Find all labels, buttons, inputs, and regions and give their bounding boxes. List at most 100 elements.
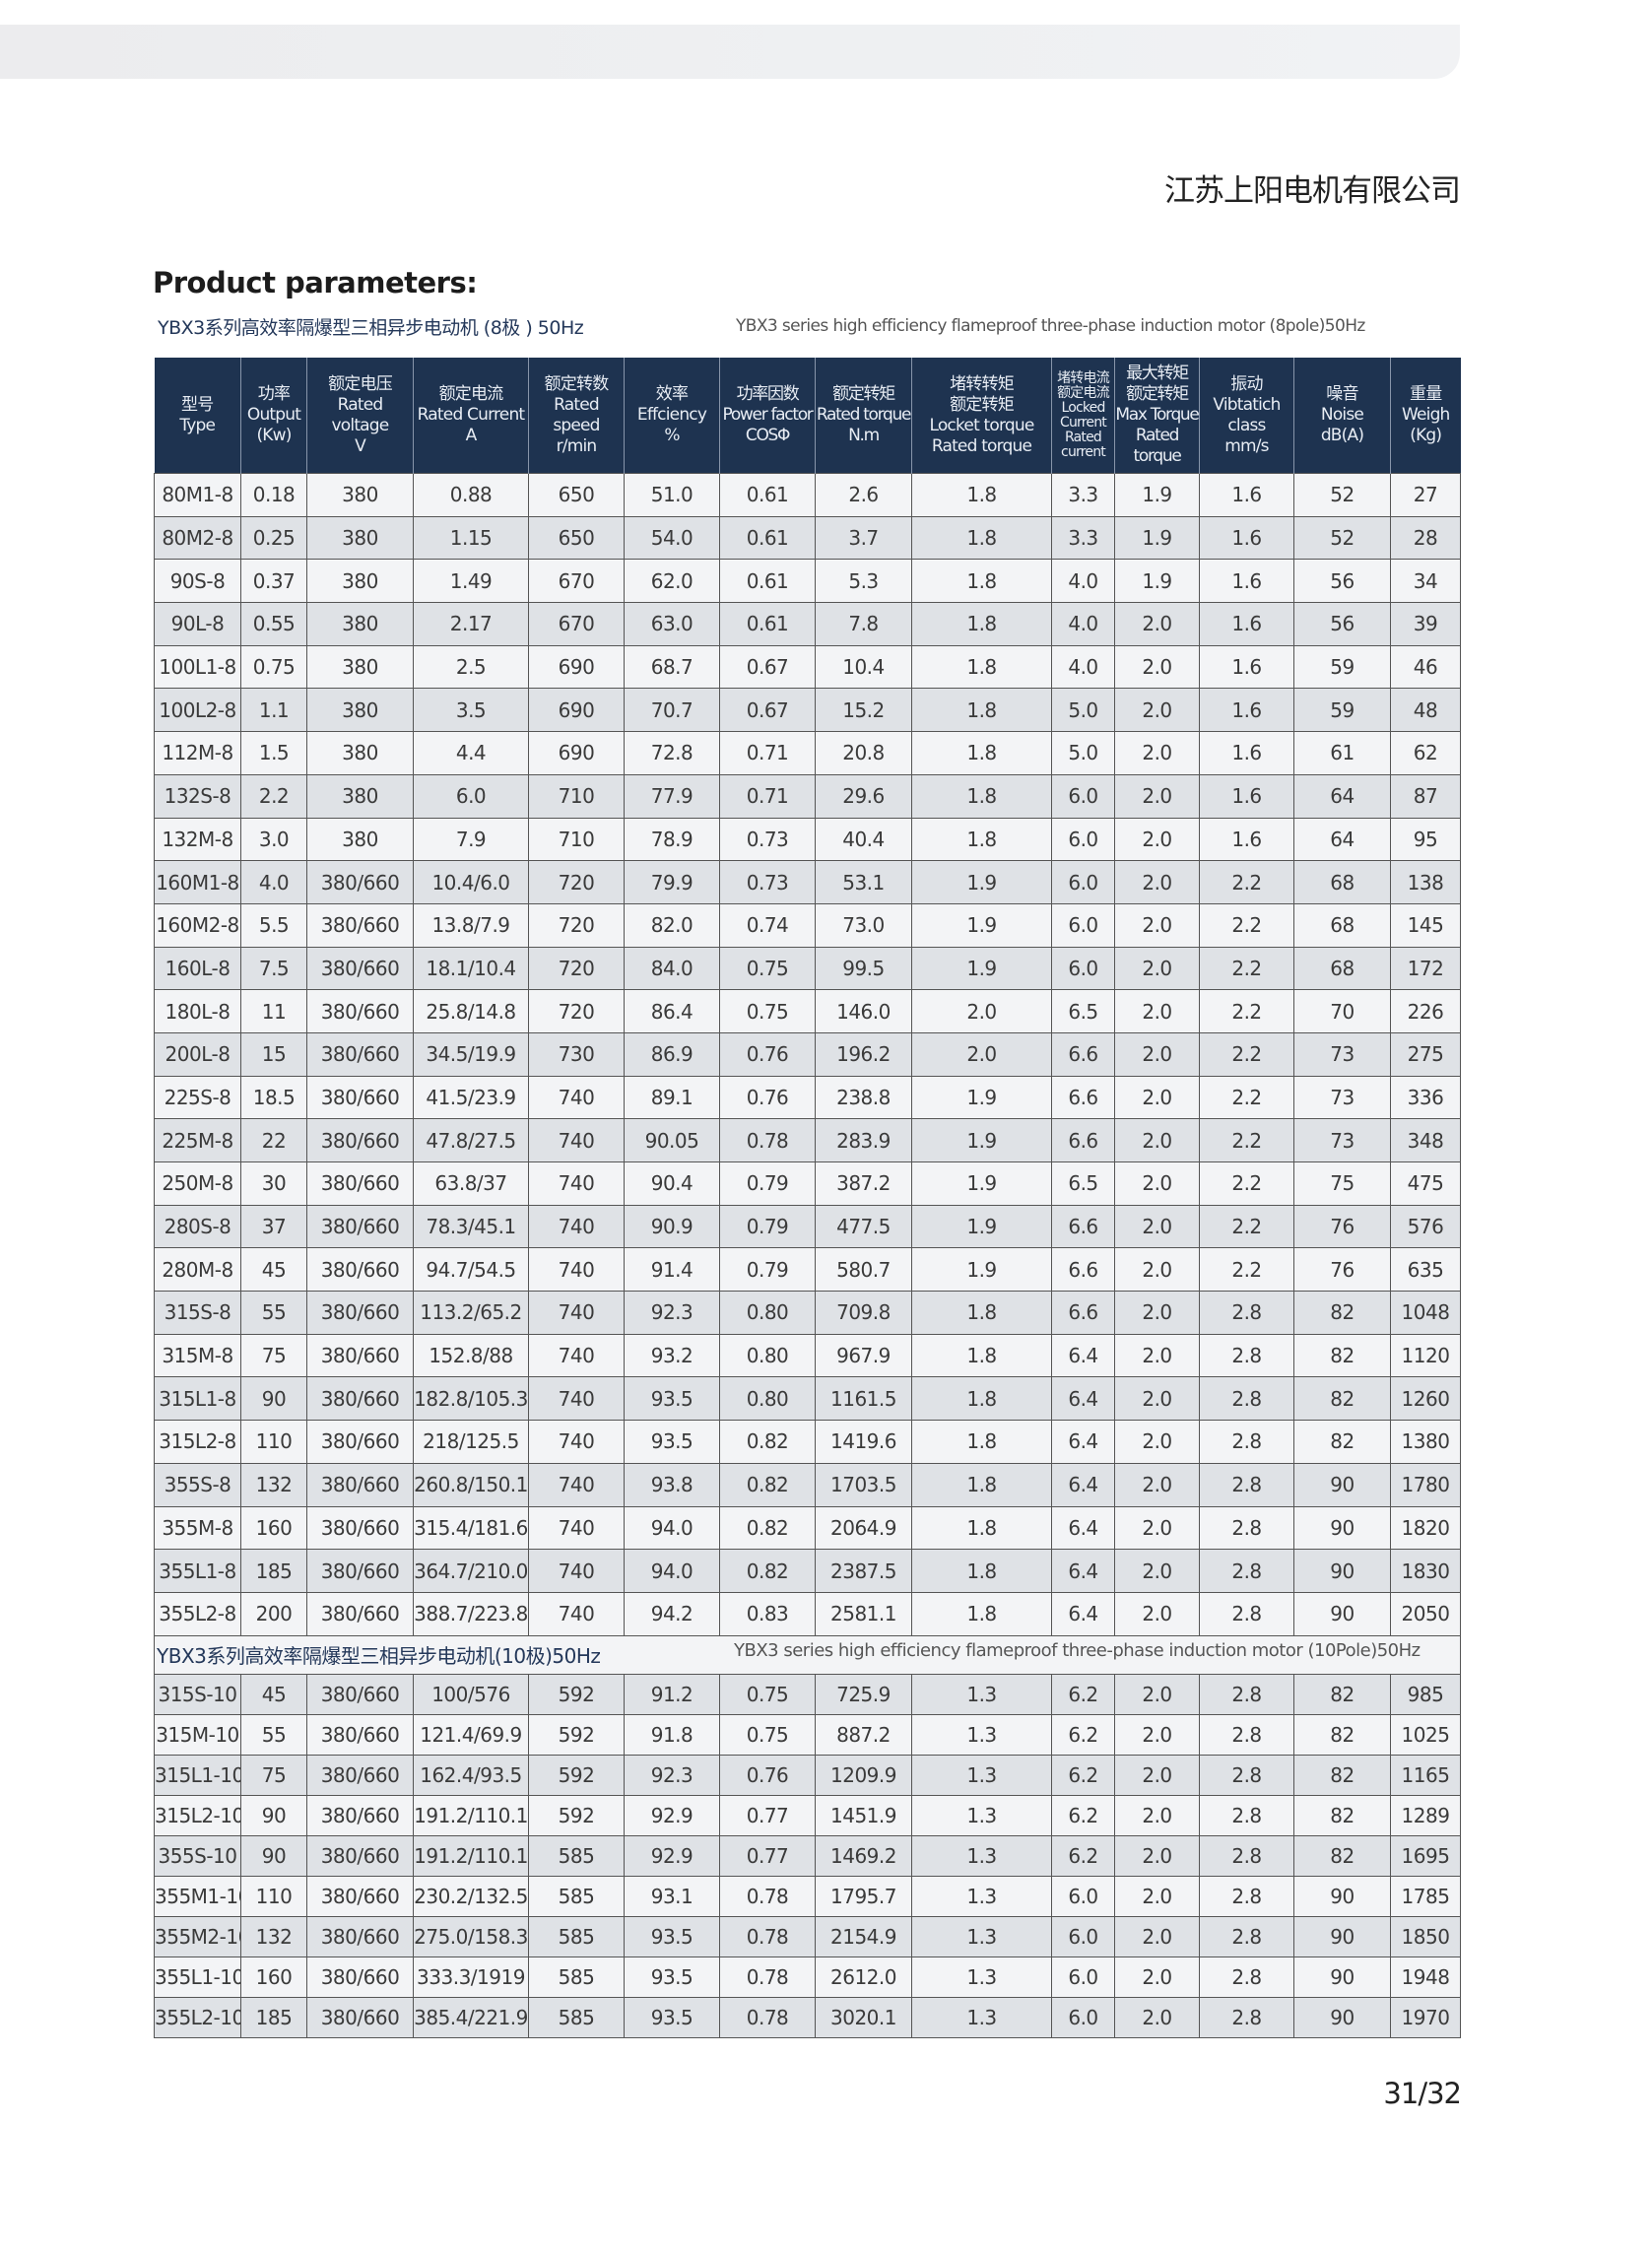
table-cell: 4.0	[240, 860, 307, 904]
table-cell: 2.8	[1199, 1291, 1294, 1335]
table-cell: 1795.7	[815, 1875, 912, 1917]
table-cell: 0.82	[719, 1420, 816, 1464]
table-cell: 94.0	[624, 1505, 720, 1551]
table-cell: 1970	[1390, 1996, 1461, 2038]
column-header-line: Locket torque	[929, 415, 1034, 435]
model-type-cell: 280S-8	[154, 1204, 241, 1249]
table-cell: 1.49	[413, 559, 529, 604]
column-header-line: Rated	[1065, 429, 1102, 445]
table-cell: 90	[1293, 1875, 1391, 1917]
table-cell: 7.8	[815, 602, 912, 646]
table-cell: 1.3	[911, 1834, 1052, 1877]
column-header-line: Effciency	[636, 405, 707, 425]
table-cell: 690	[528, 644, 625, 690]
table-cell: 82	[1293, 1834, 1391, 1877]
table-cell: 77.9	[624, 773, 720, 819]
table-cell: 2.0	[1114, 688, 1200, 733]
table-cell: 1820	[1390, 1505, 1461, 1551]
table-cell: 63.0	[624, 602, 720, 646]
table-cell: 710	[528, 773, 625, 819]
table-cell: 61	[1293, 731, 1391, 775]
table-cell: 2.2	[1199, 989, 1294, 1033]
table-cell: 91.2	[624, 1673, 720, 1715]
table-cell: 1850	[1390, 1915, 1461, 1957]
table-cell: 0.80	[719, 1333, 816, 1378]
table-row: 200L-8 15 380/660 34.5/19.9 730 86.9 0.76 196.2…	[154, 1031, 1461, 1077]
table-cell: 1.8	[911, 1376, 1052, 1422]
table-row: 315M-8 75 380/660 152.8/88 740 93.2 0.80 967.9 1…	[154, 1333, 1461, 1378]
table-cell: 1.8	[911, 688, 1052, 733]
table-cell: 172	[1390, 946, 1461, 991]
table-cell: 385.4/221.9	[413, 1996, 529, 2038]
column-header: 堵转电流 额定电流 Locked Current Rated current	[1051, 358, 1115, 474]
table-cell: 380/660	[306, 1956, 414, 1998]
model-type-cell: 280M-8	[154, 1247, 241, 1293]
table-cell: 82	[1293, 1291, 1391, 1335]
table-cell: 1.6	[1199, 515, 1294, 561]
table-cell: 2.8	[1199, 1754, 1294, 1796]
column-header-line: 额定电流	[438, 384, 504, 404]
table-cell: 380	[306, 817, 414, 862]
table-row: 90S-8 0.37 380 1.49 670 62.0 0.61 5.3 1.8 4.0 1.9 1…	[154, 559, 1461, 604]
table-cell: 70.7	[624, 688, 720, 733]
table-cell: 1.3	[911, 1794, 1052, 1836]
table-cell: 650	[528, 515, 625, 561]
table-cell: 6.6	[1051, 1118, 1115, 1162]
table-cell: 63.8/37	[413, 1161, 529, 1206]
table-cell: 0.75	[719, 1673, 816, 1715]
model-type-cell: 355S-8	[154, 1462, 241, 1507]
table-cell: 1.3	[911, 1915, 1052, 1957]
column-header-line: r/min	[556, 435, 598, 456]
table-cell: 90.05	[624, 1118, 720, 1162]
table-cell: 18.1/10.4	[413, 946, 529, 991]
table-cell: 380/660	[306, 1794, 414, 1836]
table-cell: 0.78	[719, 1956, 816, 1998]
table-cell: 2.2	[1199, 1075, 1294, 1120]
table-cell: 2064.9	[815, 1505, 912, 1551]
table-cell: 1.9	[911, 860, 1052, 904]
table-cell: 740	[528, 1118, 625, 1162]
table-cell: 82	[1293, 1713, 1391, 1756]
model-type-cell: 160M1-8	[154, 860, 241, 904]
model-type-cell: 160L-8	[154, 946, 241, 991]
table-cell: 92.9	[624, 1834, 720, 1877]
table-cell: 0.75	[719, 1713, 816, 1756]
table-cell: 100/576	[413, 1673, 529, 1715]
column-header-line: 重量	[1410, 384, 1442, 404]
table-cell: 121.4/69.9	[413, 1713, 529, 1756]
table-cell: 1.15	[413, 515, 529, 561]
table-cell: 985	[1390, 1673, 1461, 1715]
table-row: 355L1-10 160 380/660 333.3/1919 585 93.5 0.78 2…	[154, 1956, 1461, 1998]
table-cell: 46	[1390, 644, 1461, 690]
column-header-line: Type	[179, 415, 216, 435]
table-cell: 78.9	[624, 817, 720, 862]
table-row: 355M-8 160 380/660 315.4/181.6 740 94.0 0.82 20…	[154, 1505, 1461, 1551]
table-cell: 1025	[1390, 1713, 1461, 1756]
column-header-line: Rated voltage	[331, 394, 390, 435]
column-header-line: Weigh	[1401, 405, 1450, 425]
table-cell: 1.9	[911, 1118, 1052, 1162]
table-cell: 380/660	[306, 1291, 414, 1335]
table-cell: 585	[528, 1915, 625, 1957]
table-cell: 740	[528, 1591, 625, 1636]
table-row: 100L2-8 1.1 380 3.5 690 70.7 0.67 15.2 1.8 5.0 2.0…	[154, 688, 1461, 733]
table-cell: 1.3	[911, 1875, 1052, 1917]
column-header-line: 功率因数	[736, 384, 800, 404]
table-cell: 2.2	[1199, 902, 1294, 948]
table-cell: 185	[240, 1996, 307, 2038]
table-cell: 0.74	[719, 902, 816, 948]
table-cell: 110	[240, 1420, 307, 1464]
table-row: 355M1-10 110 380/660 230.2/132.5 585 93.1 0.78…	[154, 1875, 1461, 1917]
table-cell: 387.2	[815, 1161, 912, 1206]
table-cell: 7.9	[413, 817, 529, 862]
table-cell: 2.0	[1114, 1333, 1200, 1378]
table-row: 355L2-10 185 380/660 385.4/221.9 585 93.5 0.78…	[154, 1996, 1461, 2038]
table-cell: 1289	[1390, 1794, 1461, 1836]
table-cell: 2.0	[1114, 946, 1200, 991]
table-cell: 15.2	[815, 688, 912, 733]
table-cell: 1830	[1390, 1549, 1461, 1593]
table-cell: 196.2	[815, 1031, 912, 1077]
table-row: 315L2-8 110 380/660 218/125.5 740 93.5 0.82 141…	[154, 1420, 1461, 1464]
table-cell: 73	[1293, 1031, 1391, 1077]
table-cell: 1.6	[1199, 473, 1294, 517]
